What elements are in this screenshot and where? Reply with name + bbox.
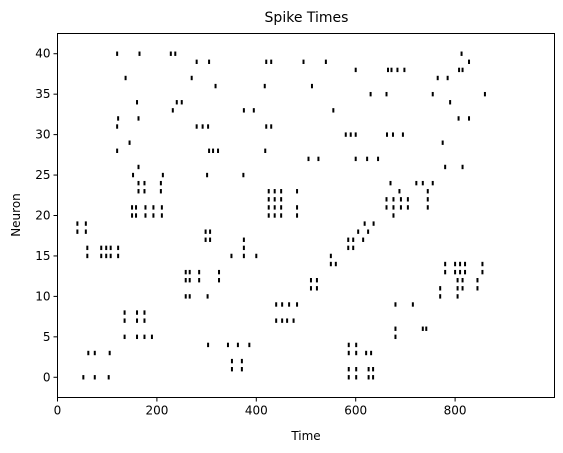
y-tick-label: 35 (35, 87, 50, 101)
y-tick-label: 30 (35, 128, 50, 142)
x-tick-label: 600 (344, 404, 367, 418)
y-tick-label: 0 (43, 370, 51, 384)
y-axis: 0 5 10 15 20 25 30 35 40 (35, 47, 58, 384)
y-axis-label: Neuron (9, 193, 23, 237)
x-axis: 0 200 400 600 800 (54, 397, 467, 418)
spike-series (76, 51, 486, 380)
y-tick-label: 15 (35, 249, 50, 263)
y-tick-label: 20 (35, 209, 50, 223)
y-tick-label: 40 (35, 47, 50, 61)
y-tick-label: 5 (43, 330, 51, 344)
x-tick-label: 800 (444, 404, 467, 418)
x-tick-label: 400 (245, 404, 268, 418)
x-tick-label: 0 (54, 404, 62, 418)
y-tick-label: 25 (35, 168, 50, 182)
x-tick-label: 200 (145, 404, 168, 418)
chart-title: Spike Times (265, 10, 349, 26)
x-axis-label: Time (290, 429, 320, 443)
y-tick-label: 10 (35, 289, 50, 303)
